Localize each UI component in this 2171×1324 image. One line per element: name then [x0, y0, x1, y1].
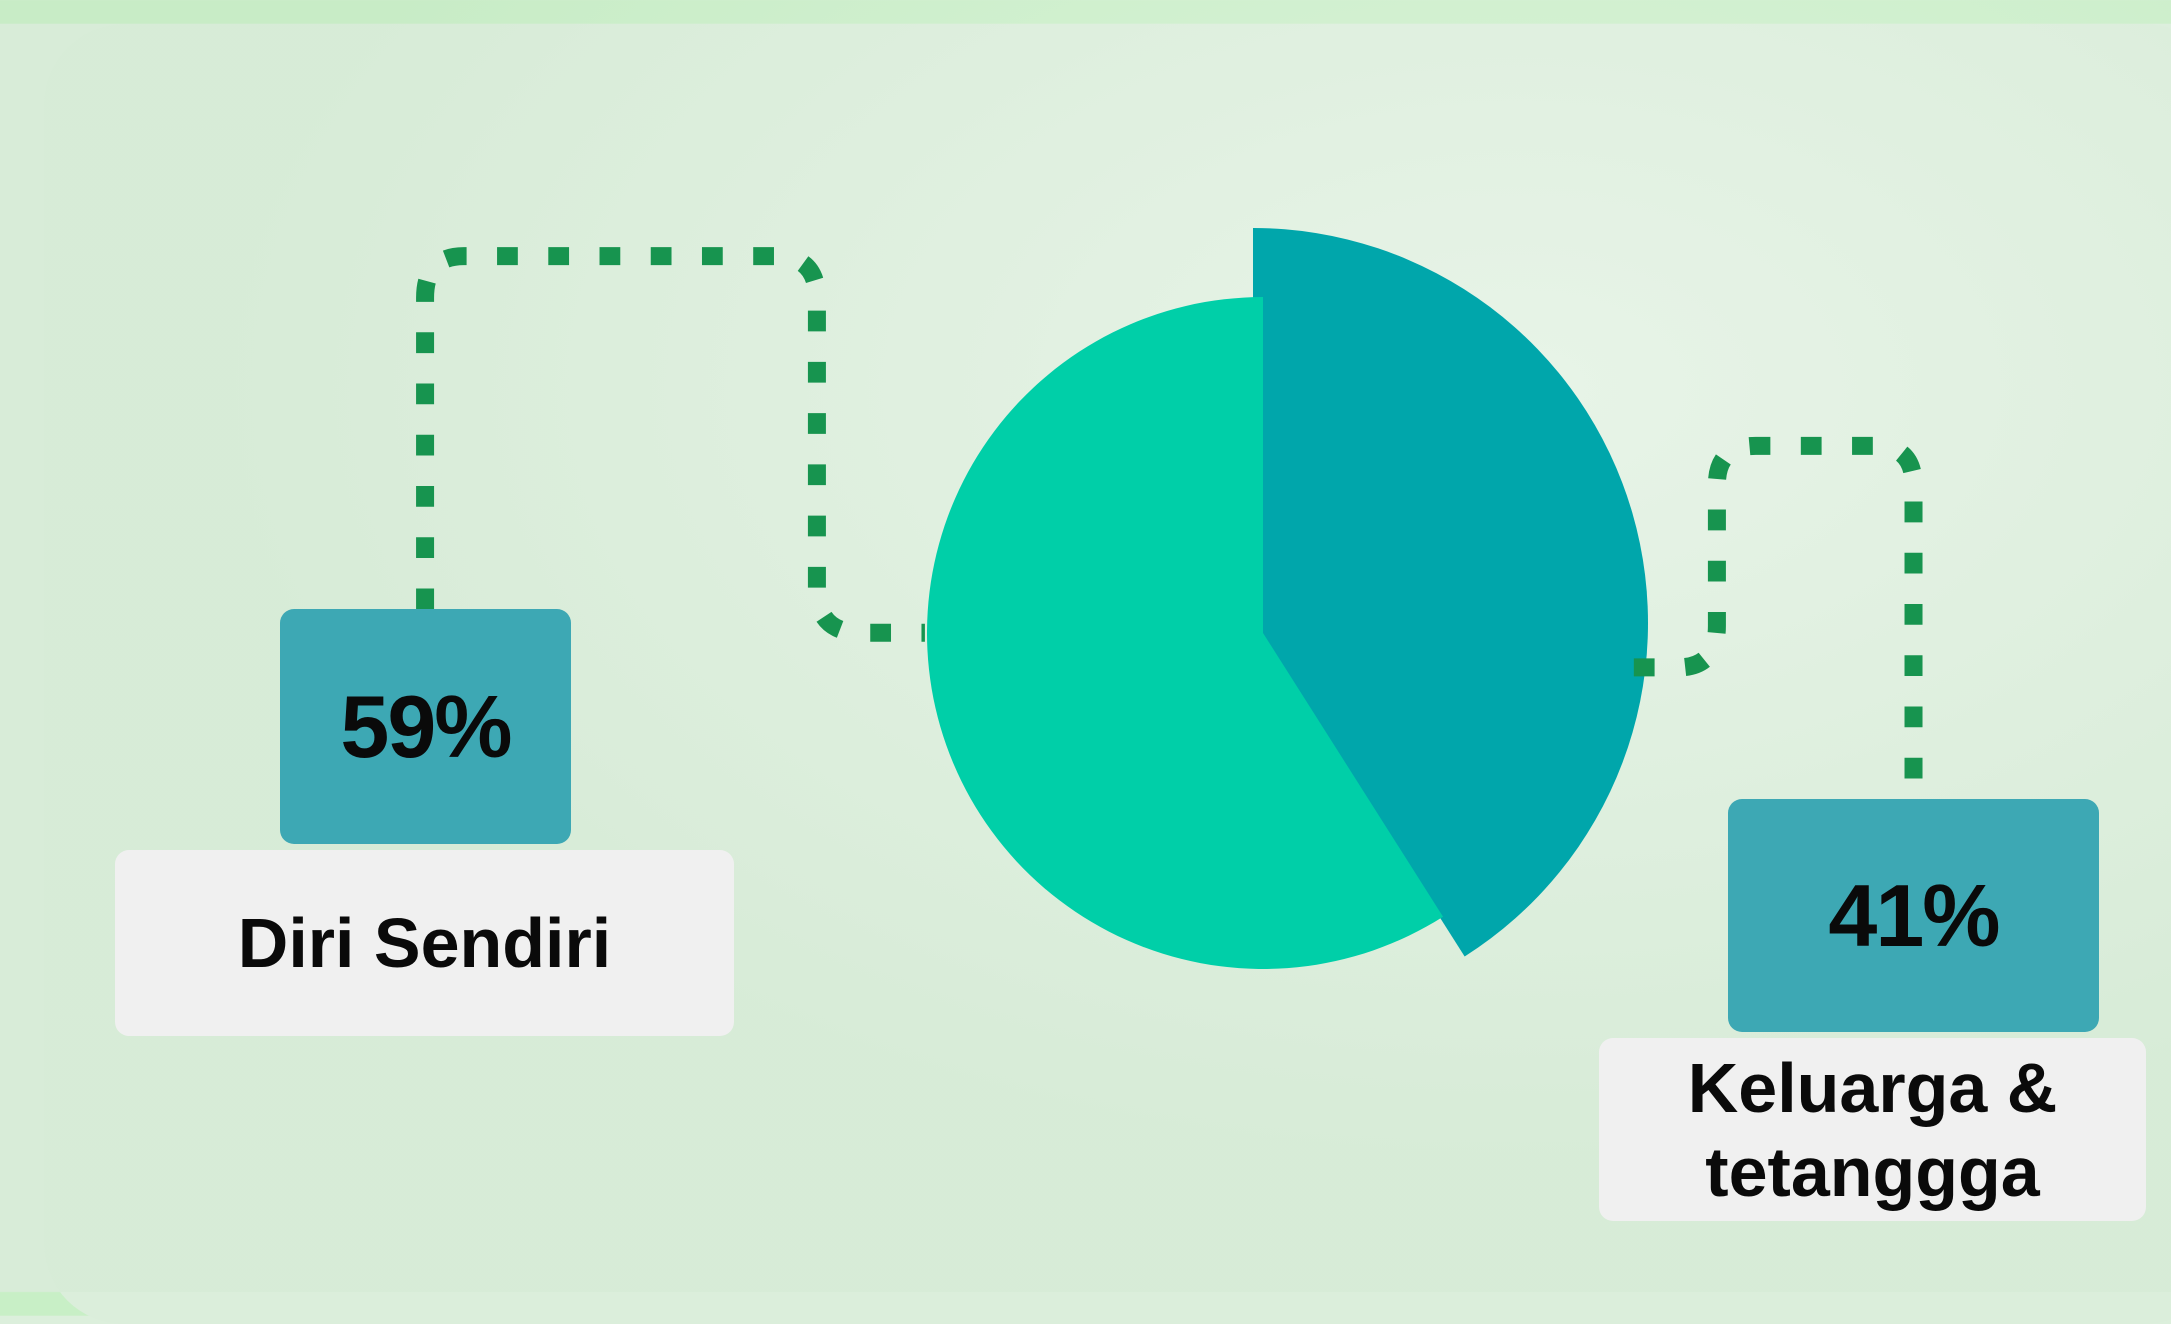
- category-label: Keluarga & tetanggga: [1599, 1038, 2146, 1221]
- page: {"chart_data": {"type": "pie", "categori…: [0, 0, 2171, 1292]
- connector: [1634, 446, 1914, 799]
- category-label: Diri Sendiri: [115, 850, 734, 1036]
- connector: [425, 256, 925, 633]
- value-label: 41%: [1728, 799, 2099, 1032]
- value-label: 59%: [280, 609, 571, 844]
